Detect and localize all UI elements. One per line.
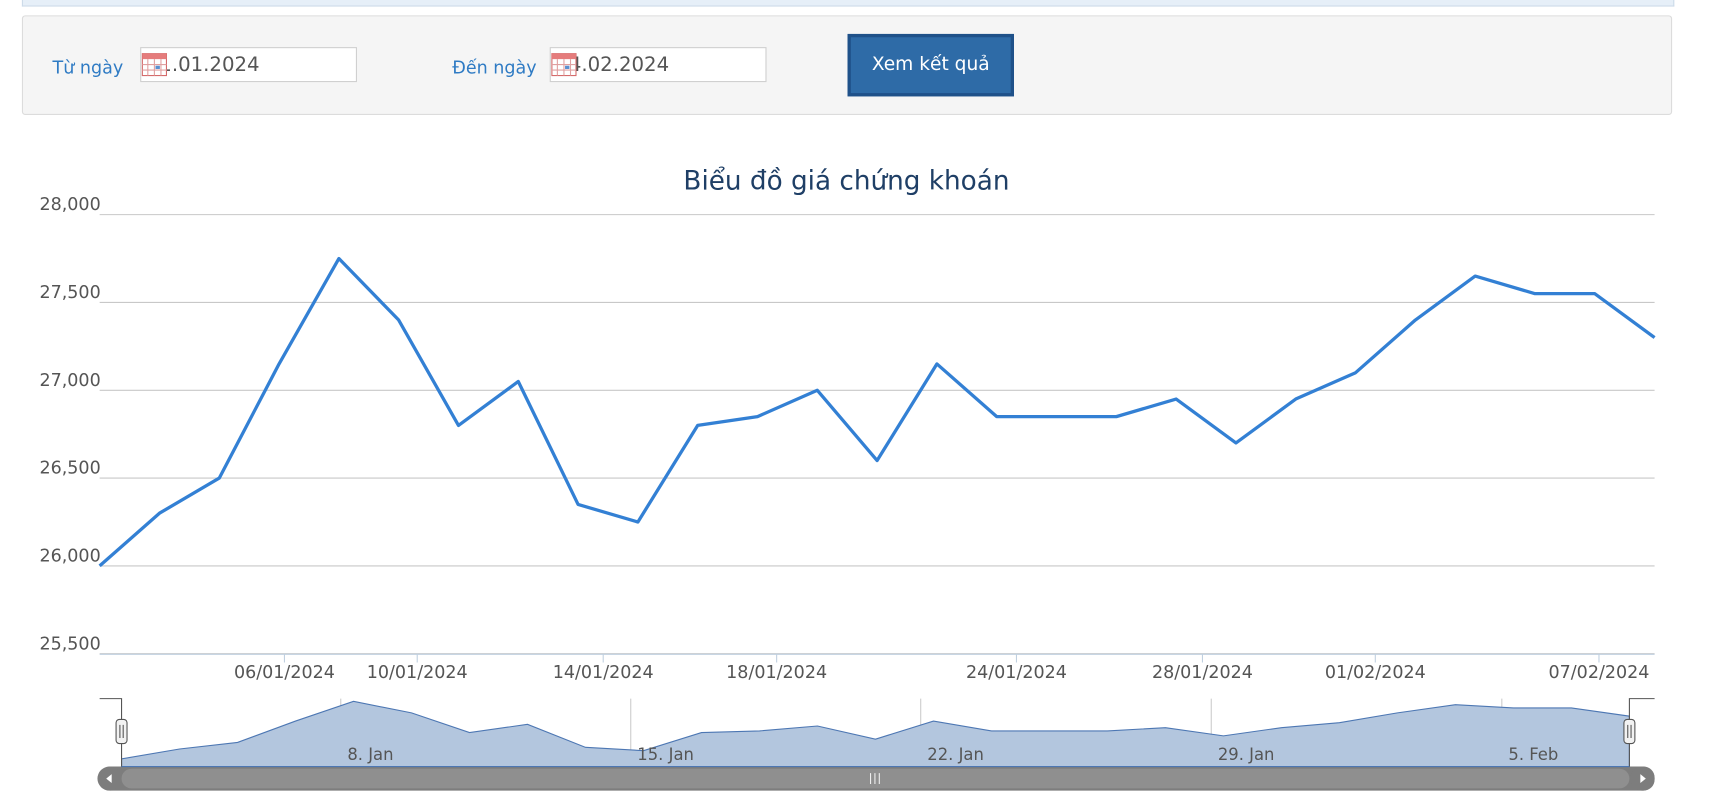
date-form: Từ ngày 01.01.2024 Đến ngày 14.02.2024 X…: [21, 15, 1673, 115]
x-tick-label: 14/01/2024: [553, 663, 654, 683]
y-tick-label: 27,500: [39, 283, 100, 303]
x-tick-label: 06/01/2024: [234, 663, 335, 683]
grip: [870, 773, 880, 785]
y-tick-label: 28,000: [39, 195, 100, 215]
submit-button[interactable]: Xem kết quả: [847, 33, 1014, 97]
navigator-area: [121, 700, 1630, 768]
navigator-label: 8. Jan: [347, 745, 393, 764]
from-input[interactable]: 01.01.2024: [140, 47, 357, 83]
arrow-right: [1640, 774, 1646, 783]
to-input[interactable]: 14.02.2024: [549, 47, 767, 83]
calendar-icon[interactable]: [551, 53, 577, 77]
y-tick-label: 26,500: [39, 459, 100, 479]
y-tick-label: 26,000: [39, 547, 100, 567]
to-label: Đến ngày: [452, 56, 537, 78]
x-tick-label: 18/01/2024: [726, 663, 827, 683]
navigator-label: 22. Jan: [927, 745, 984, 764]
navigator-handle[interactable]: [1623, 718, 1636, 745]
navigator-label: 29. Jan: [1218, 745, 1275, 764]
x-tick-label: 01/02/2024: [1325, 663, 1426, 683]
x-tick-label: 10/01/2024: [367, 663, 468, 683]
top-bar: [21, 0, 1675, 7]
handle-grip: [119, 724, 124, 739]
calendar-icon[interactable]: [141, 53, 167, 77]
arrow-left: [106, 774, 112, 783]
to-value: 14.02.2024: [556, 53, 670, 77]
from-label: Từ ngày: [52, 56, 124, 78]
chart-title: Biểu đồ giá chứng khoán: [683, 165, 1009, 196]
x-tick-label: 24/01/2024: [966, 663, 1067, 683]
handle-grip: [1627, 724, 1632, 739]
navigator-label: 15. Jan: [637, 745, 694, 764]
navigator-handle[interactable]: [115, 718, 128, 745]
x-tick-label: 07/02/2024: [1548, 663, 1649, 683]
from-value: 01.01.2024: [146, 53, 260, 77]
line: [98, 256, 1656, 568]
navigator-label: 5. Feb: [1508, 745, 1558, 764]
x-tick-label: 28/01/2024: [1152, 663, 1253, 683]
y-tick-label: 27,000: [39, 371, 100, 391]
y-tick-label: 25,500: [39, 634, 100, 654]
